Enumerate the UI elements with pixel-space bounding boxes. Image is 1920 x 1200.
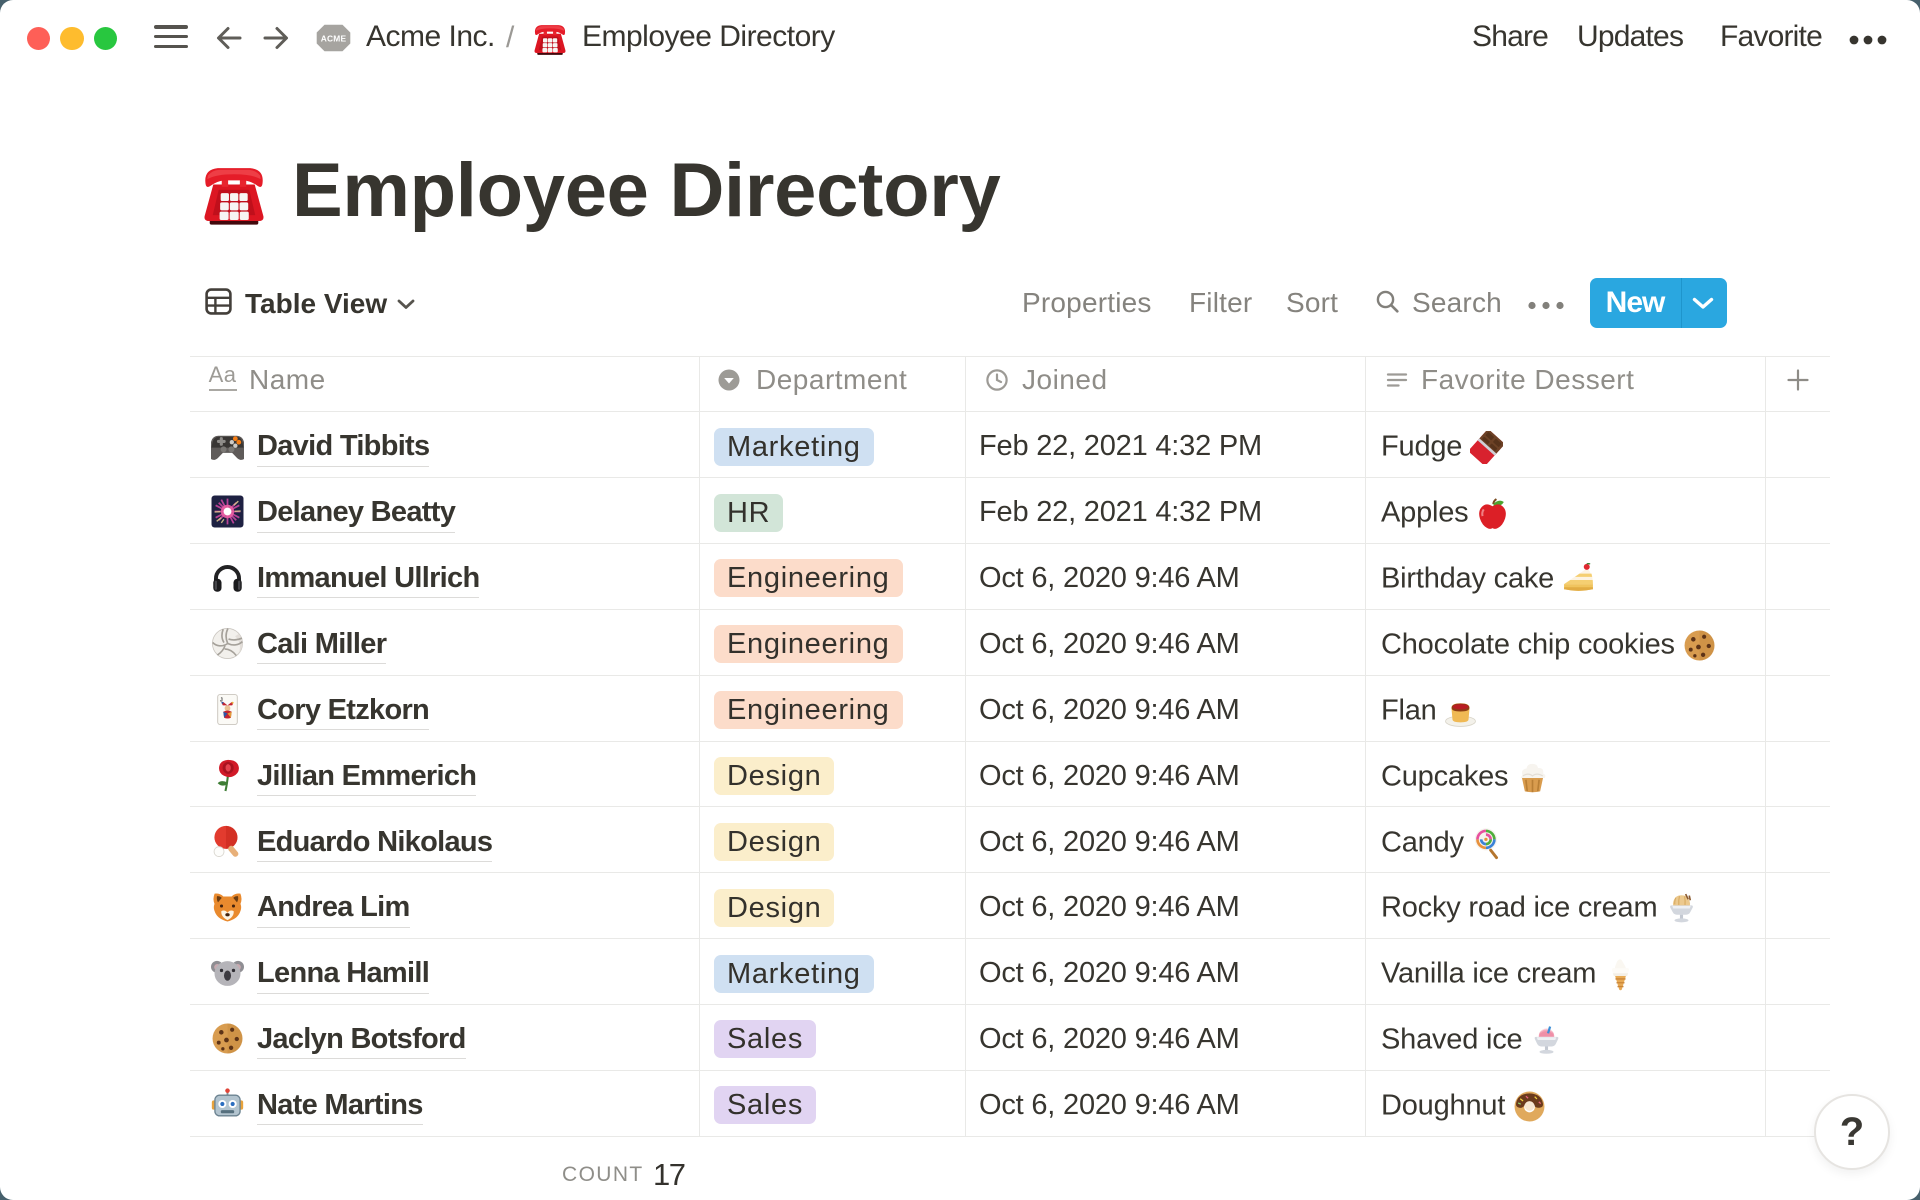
svg-text:J: J	[220, 697, 223, 703]
svg-text:ACME: ACME	[321, 34, 347, 44]
